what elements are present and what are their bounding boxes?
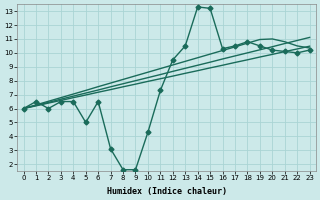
X-axis label: Humidex (Indice chaleur): Humidex (Indice chaleur)	[107, 187, 227, 196]
